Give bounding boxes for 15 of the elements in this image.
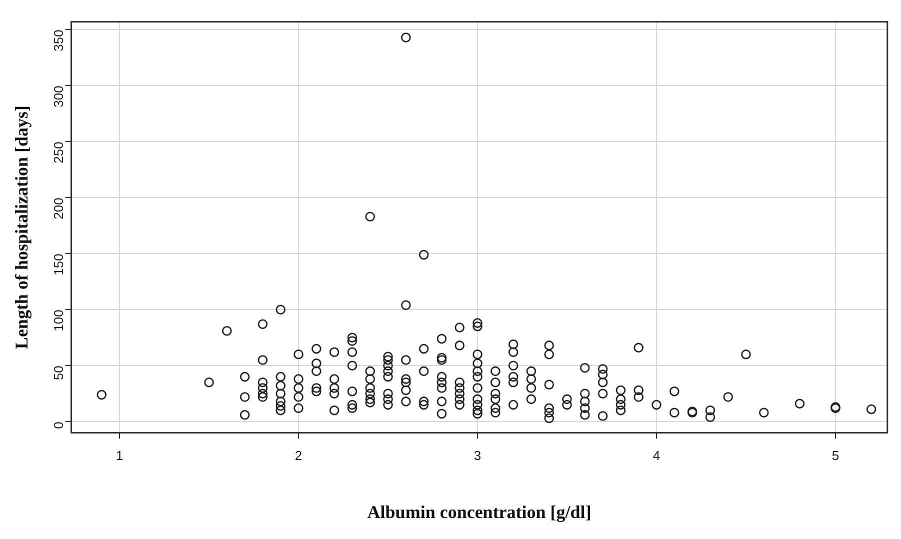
x-axis-title: Albumin concentration [g/dl] — [367, 502, 592, 522]
y-tick-label: 300 — [50, 86, 66, 108]
y-tick-label: 100 — [50, 310, 66, 332]
y-tick-label: 200 — [50, 198, 66, 220]
x-tick-label: 4 — [652, 448, 660, 464]
y-tick-label: 50 — [50, 366, 66, 380]
y-tick-label: 250 — [50, 142, 66, 164]
x-tick-label: 5 — [832, 448, 840, 464]
x-tick-label: 1 — [116, 448, 124, 464]
x-tick-label: 2 — [294, 448, 302, 464]
y-tick-label: 350 — [50, 30, 66, 52]
y-tick-label: 150 — [50, 254, 66, 276]
x-tick-label: 3 — [474, 448, 482, 464]
y-axis-title: Length of hospitalization [days] — [11, 106, 32, 350]
y-tick-label: 0 — [50, 422, 66, 429]
